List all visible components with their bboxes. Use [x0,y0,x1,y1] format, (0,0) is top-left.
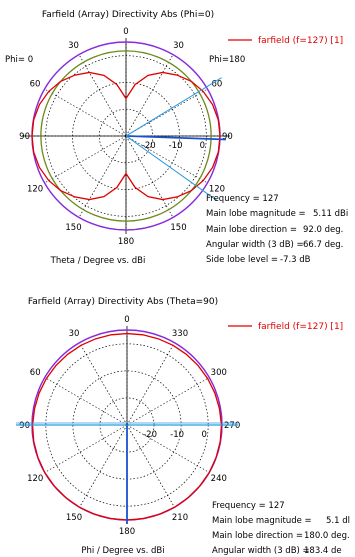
radial-tick-label: -10 [170,430,184,440]
angle-tick-label: 60 [212,80,223,90]
main-lobe-direction-label: Main lobe direction = [212,531,303,541]
angle-tick-label: 0 [123,27,128,37]
grid-spoke [44,377,128,426]
grid-spoke [79,424,128,508]
angle-tick-labels: 0 330 300 270 240 210 180 150 120 90 60 30 [19,315,240,537]
angle-tick-label: 60 [30,80,41,90]
angle-tick-label: 30 [69,329,80,339]
angular-width-label: Angular width (3 dB) = [212,546,310,556]
main-lobe-direction-line [125,135,226,141]
grid-spoke [44,424,128,473]
grid-spoke [78,54,127,137]
info-block: Frequency = 127 Main lobe magnitude = 5.… [206,194,348,265]
grid-spoke [78,135,127,218]
side-lobe-value: -7.3 dB [280,255,311,265]
grid-spoke [126,377,210,426]
angle-tick-label: 120 [27,185,43,195]
angle-tick-label: 120 [209,185,225,195]
angle-tick-label: 330 [172,329,188,339]
angle-tick-label: 60 [30,368,41,378]
beamwidth-line [125,135,218,202]
phi-right-label: Phi=180 [209,55,245,65]
frequency-text: Frequency = 127 [212,501,285,511]
angle-tick-label: 150 [170,223,186,233]
angle-tick-label: 120 [27,474,43,484]
main-lobe-direction-value: 92.0 deg. [303,225,343,235]
series-line [31,71,221,201]
angle-tick-label: 300 [211,368,227,378]
direction-markers [125,77,226,202]
angle-tick-label: 150 [65,223,81,233]
angle-tick-label: 90 [222,132,233,142]
grid-spoke [125,135,174,218]
angular-width-label: Angular width (3 dB) = [206,240,304,250]
angle-tick-label: 90 [19,421,30,431]
radial-tick-label: 0 [200,141,205,151]
angle-tick-label: 0 [124,315,129,325]
grid-spoke [125,54,174,137]
angle-tick-labels: 0 30 60 90 120 150 180 150 120 90 60 30 [19,27,233,247]
angle-tick-label: 150 [66,513,82,523]
grid-spoke [79,342,128,426]
main-lobe-direction-label: Main lobe direction = [206,225,297,235]
chart-title: Farfield (Array) Directivity Abs (Phi=0) [42,10,214,20]
angle-tick-label: 210 [172,513,188,523]
angle-tick-label: 180 [118,237,134,247]
phi-left-label: Phi= 0 [5,55,33,65]
grid-spoke [125,88,208,137]
main-lobe-magnitude-value: 5.11 dBi [313,209,348,219]
legend-label: farfield (f=127) [1] [258,36,343,46]
directivity-phi0-chart: Farfield (Array) Directivity Abs (Phi=0)… [5,10,348,266]
info-block: Frequency = 127 Main lobe magnitude = 5.… [212,501,350,556]
radial-tick-label: -10 [169,141,183,151]
pattern-series [31,71,221,201]
main-lobe-magnitude-label: Main lobe magnitude = [206,209,306,219]
x-axis-label: Theta / Degree vs. dBi [50,256,146,266]
direction-markers [16,422,238,524]
x-axis-label: Phi / Degree vs. dBi [81,546,164,556]
angle-tick-label: 270 [224,421,240,431]
angle-tick-label: 240 [211,474,227,484]
beamwidth-line [125,77,222,137]
angle-tick-label: 90 [19,132,30,142]
grid-spoke [44,135,127,184]
radial-tick-label: -20 [143,430,157,440]
directivity-theta90-chart: Farfield (Array) Directivity Abs (Theta=… [16,297,350,556]
angular-width-value: 66.7 deg. [303,240,343,250]
angle-tick-label: 30 [173,41,184,51]
angular-width-value: 183.4 de [304,546,342,556]
radial-tick-labels: -20 -10 0 [142,141,205,151]
grid-spoke [44,88,127,137]
main-lobe-magnitude-value: 5.1 dl [326,516,350,526]
main-lobe-direction-value: 180.0 deg. [304,531,350,541]
side-lobe-circle [40,50,212,222]
radial-tick-label: -20 [142,141,156,151]
radial-tick-label: 0 [201,430,206,440]
grid-spoke [126,342,175,426]
angle-tick-label: 30 [68,41,79,51]
angle-tick-label: 180 [119,527,135,537]
grid-spoke [125,135,208,184]
chart-title: Farfield (Array) Directivity Abs (Theta=… [28,297,218,307]
radial-tick-labels: -20 -10 0 [143,430,207,440]
frequency-text: Frequency = 127 [206,194,279,204]
legend-label: farfield (f=127) [1] [258,322,343,332]
side-lobe-label: Side lobe level = [206,255,278,265]
main-lobe-magnitude-label: Main lobe magnitude = [212,516,312,526]
